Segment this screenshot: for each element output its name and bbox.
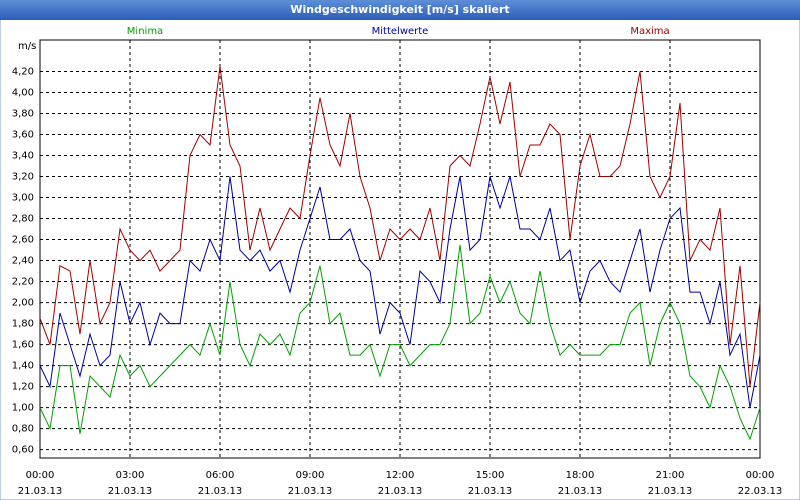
data-line [39,244,761,441]
y-tick-label: 4,00 [12,88,34,99]
y-tick-label: 3,40 [12,151,34,162]
y-tick-label: 2,80 [12,214,34,225]
y-tick-label: 3,60 [12,130,34,141]
x-tick-label: 21:00 [656,470,685,481]
y-tick-label: 2,00 [12,298,34,309]
y-tick-label: 1,60 [12,340,34,351]
x-tick-label: 18:00 [566,470,595,481]
y-tick-label: 2,60 [12,235,34,246]
x-tick-label: 12:00 [386,470,415,481]
y-tick-label: 3,80 [12,109,34,120]
y-tick-label: 0,80 [12,424,34,435]
x-tick-date-label: 21.03.13 [558,486,603,497]
legend-entry: Mittelwerte [372,26,429,37]
data-line [39,176,761,408]
y-tick-label: 1,00 [12,403,34,414]
x-tick-date-label: 21.03.13 [18,486,63,497]
x-tick-date-label: 22.03.13 [738,486,783,497]
y-tick-label: 3,00 [12,193,34,204]
x-tick-date-label: 21.03.13 [108,486,153,497]
y-tick-label: 0,60 [12,445,34,456]
y-tick-label: 3,20 [12,172,34,183]
y-tick-label: 2,40 [12,256,34,267]
x-tick-date-label: 21.03.13 [198,486,243,497]
x-tick-label: 00:00 [26,470,55,481]
y-tick-label: 4,20 [12,67,34,78]
legend-entry: Minima [127,26,163,37]
x-tick-date-label: 21.03.13 [378,486,423,497]
x-tick-date-label: 21.03.13 [288,486,333,497]
y-tick-label: 1,40 [12,361,34,372]
title-bar [0,0,800,20]
y-tick-label: 2,20 [12,277,34,288]
data-line [39,66,761,387]
y-axis-label: m/s [18,41,36,52]
x-tick-date-label: 21.03.13 [468,486,513,497]
y-tick-label: 1,80 [12,319,34,330]
x-tick-date-label: 21.03.13 [648,486,693,497]
x-tick-label: 00:00 [746,470,775,481]
chart-title: Windgeschwindigkeit [m/s] skaliert [290,3,509,16]
x-tick-label: 06:00 [206,470,235,481]
x-tick-label: 15:00 [476,470,505,481]
x-tick-label: 09:00 [296,470,325,481]
y-tick-label: 1,20 [12,382,34,393]
legend-entry: Maxima [630,26,669,37]
x-tick-label: 03:00 [116,470,145,481]
